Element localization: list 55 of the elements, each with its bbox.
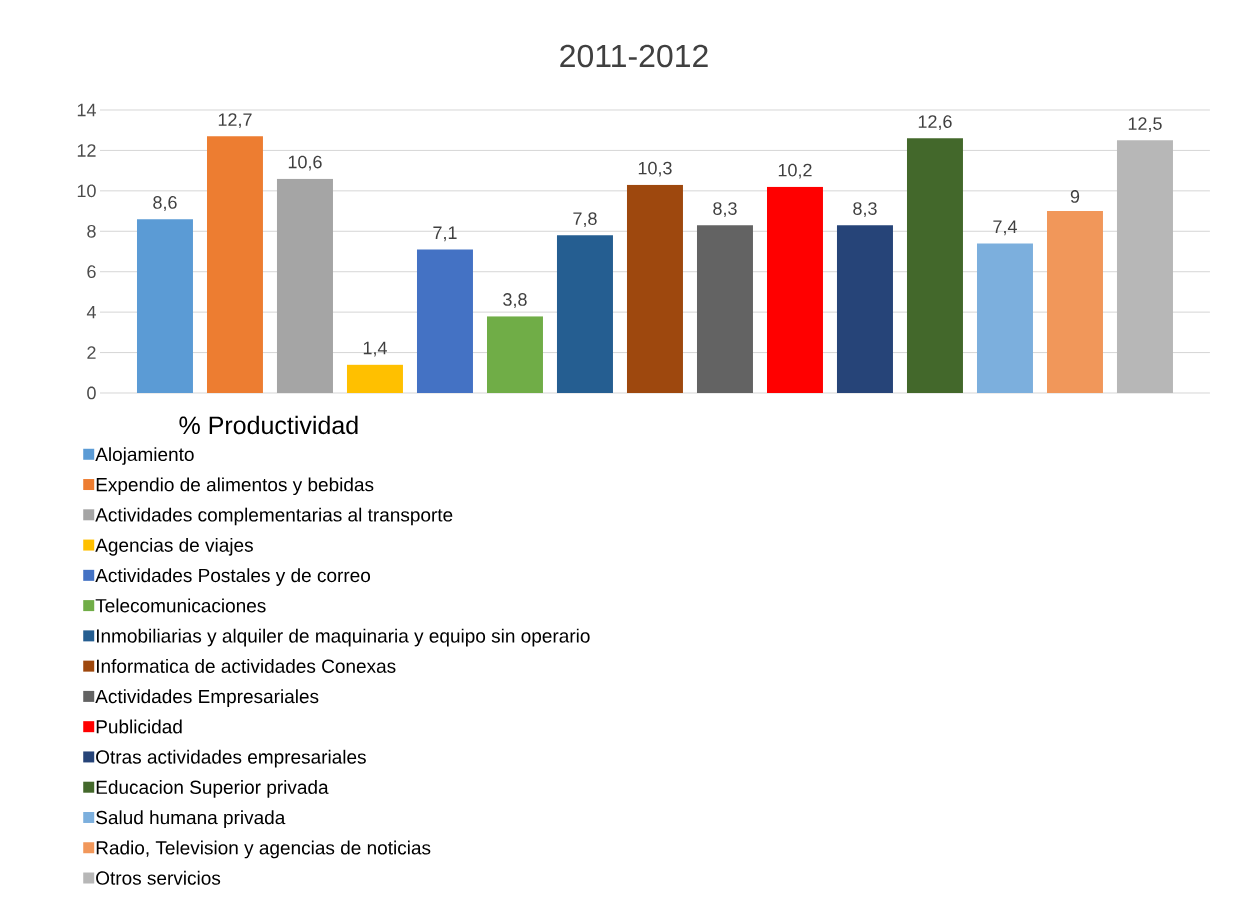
legend-label: Alojamiento [95,447,194,465]
bar [136,219,193,393]
legend-label: Otros servicios [96,870,221,885]
legend-label: Actividades Empresariales [95,689,319,707]
y-tick-label: 12 [77,144,96,157]
data-label: 10,6 [288,155,322,171]
legend-label: Actividades Postales y de correo [95,568,371,586]
bar [906,138,963,393]
data-label: 8,3 [713,202,737,218]
bar [836,225,893,393]
data-label: 3,8 [503,293,527,308]
y-tick-label: 14 [77,103,96,117]
legend-label: Otras actividades empresariales [96,749,366,768]
bar [626,184,683,393]
data-label: 7,8 [573,212,597,228]
data-label: 1,4 [363,341,387,357]
legend-label: Expendio de alimentos y bebidas [96,477,374,496]
bar [416,249,473,393]
legend-label: Educacion Superior privada [96,780,329,798]
legend-label: Actividades complementarias al transporte [95,507,453,526]
data-label: 7,4 [993,220,1017,236]
data-label: 12,6 [918,115,952,131]
y-tick-label: 4 [86,305,96,319]
y-tick-label: 0 [87,386,96,400]
bar [486,316,543,393]
data-label: 7,1 [433,226,457,242]
data-label: 9 [1070,190,1080,203]
data-label: 10,3 [638,161,672,177]
data-label: 8,6 [153,196,177,211]
data-label: 12,7 [218,113,252,129]
bar [346,364,403,393]
legend-label: Publicidad [96,719,182,734]
legend-label: Informatica de actividades Conexas [96,659,396,673]
data-label: 12,5 [1128,117,1162,133]
data-label: 8,3 [853,202,877,218]
bar [976,243,1033,393]
chart-title: 2011-2012 [560,44,708,68]
legend-label: Agencias de viajes [95,537,253,556]
bar [206,136,263,393]
y-tick-label: 2 [87,346,96,359]
legend-label: Telecomunicaciones [95,598,266,613]
data-label: 10,2 [778,163,812,179]
bar [696,225,753,393]
y-tick-label: 6 [87,265,96,279]
bar [276,178,333,393]
bar [556,235,613,393]
bar [1116,140,1173,393]
y-tick-label: 10 [77,184,96,198]
legend-label: Salud humana privada [96,810,286,829]
bar [1046,211,1103,393]
legend-title: % Productividad [179,415,358,435]
legend-label: Inmobiliarias y alquiler de maquinaria y equipo sin operario [96,628,590,647]
legend-label: Radio, Television y agencias de noticias [96,840,431,859]
y-tick-label: 8 [87,224,96,238]
bar [766,186,823,393]
